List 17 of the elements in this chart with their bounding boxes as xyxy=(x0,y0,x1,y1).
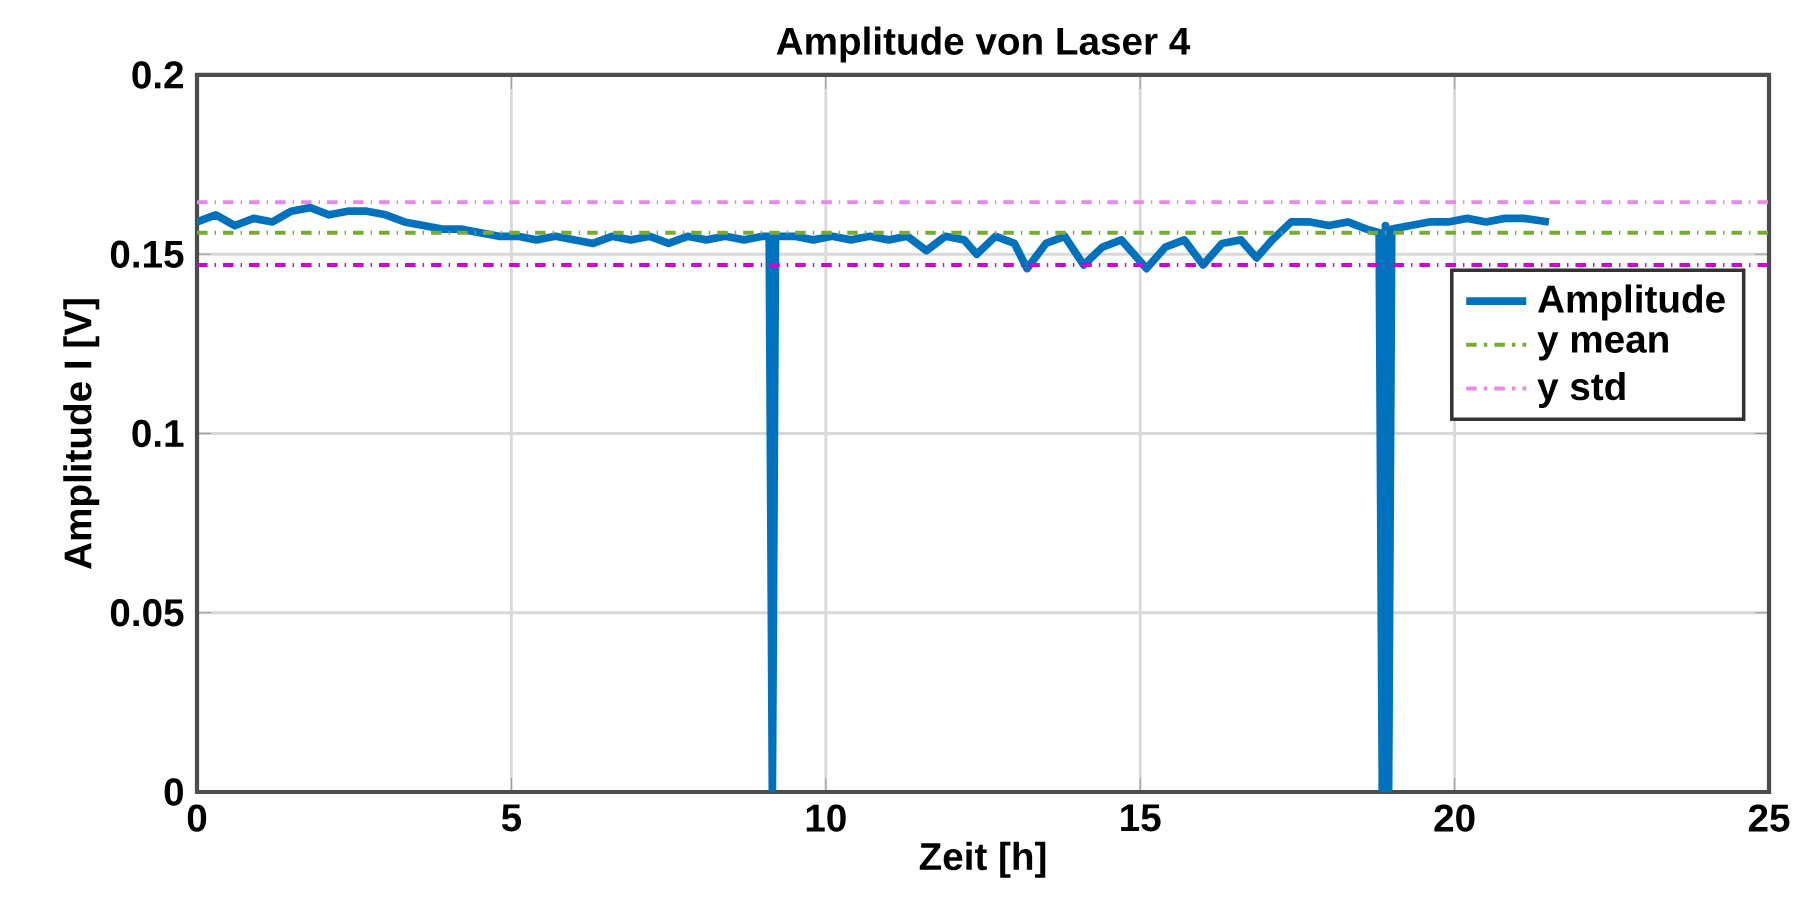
x-tick-label: 20 xyxy=(1434,804,1475,832)
legend-label: y mean xyxy=(1537,331,1668,361)
y-tick-label: 0.05 xyxy=(110,599,184,627)
legend-label: Amplitude xyxy=(1538,284,1725,321)
y-tick-label: 0 xyxy=(164,778,183,806)
chart-title: Amplitude von Laser 4 xyxy=(776,26,1191,63)
x-axis-title: Zeit [h] xyxy=(919,841,1046,878)
y-tick-label: 0.1 xyxy=(132,419,184,448)
x-tick-label: 10 xyxy=(806,804,846,832)
legend-label: y std xyxy=(1537,371,1625,408)
x-tick-label: 15 xyxy=(1121,804,1161,832)
x-tick-label: 25 xyxy=(1748,804,1790,832)
y-axis-title: Amplitude I [V] xyxy=(63,299,100,569)
y-tick-label: 0.15 xyxy=(110,240,184,268)
x-tick-label: 0 xyxy=(187,804,207,832)
y-tick-label: 0.2 xyxy=(132,61,184,89)
x-tick-label: 5 xyxy=(501,804,522,832)
